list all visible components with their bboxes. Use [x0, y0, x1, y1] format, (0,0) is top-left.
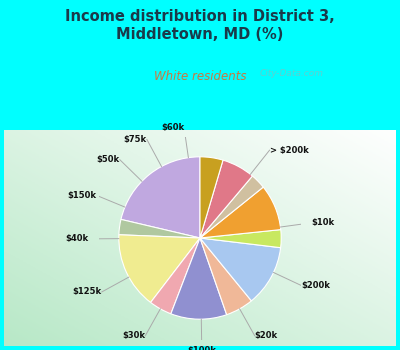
Text: City-Data.com: City-Data.com: [260, 69, 324, 78]
Wedge shape: [200, 238, 281, 301]
Wedge shape: [119, 235, 200, 302]
Text: White residents: White residents: [154, 70, 246, 83]
Text: $75k: $75k: [124, 135, 147, 144]
Wedge shape: [200, 160, 252, 238]
Text: $30k: $30k: [122, 331, 145, 340]
Text: $10k: $10k: [311, 218, 334, 228]
Text: $50k: $50k: [97, 155, 120, 164]
Text: $150k: $150k: [67, 191, 96, 200]
Text: $60k: $60k: [161, 122, 184, 132]
Wedge shape: [200, 230, 281, 248]
Text: $40k: $40k: [65, 234, 88, 243]
Text: $125k: $125k: [73, 287, 102, 296]
Text: > $200k: > $200k: [270, 146, 308, 155]
Wedge shape: [171, 238, 227, 319]
Wedge shape: [200, 176, 263, 238]
Text: Income distribution in District 3,
Middletown, MD (%): Income distribution in District 3, Middl…: [65, 9, 335, 42]
Wedge shape: [200, 238, 252, 315]
Wedge shape: [121, 157, 200, 238]
Wedge shape: [200, 157, 223, 238]
Text: $200k: $200k: [302, 281, 330, 290]
Wedge shape: [119, 219, 200, 238]
Text: $100k: $100k: [187, 345, 216, 350]
Wedge shape: [151, 238, 200, 314]
Wedge shape: [200, 187, 281, 238]
Text: $20k: $20k: [255, 331, 278, 340]
